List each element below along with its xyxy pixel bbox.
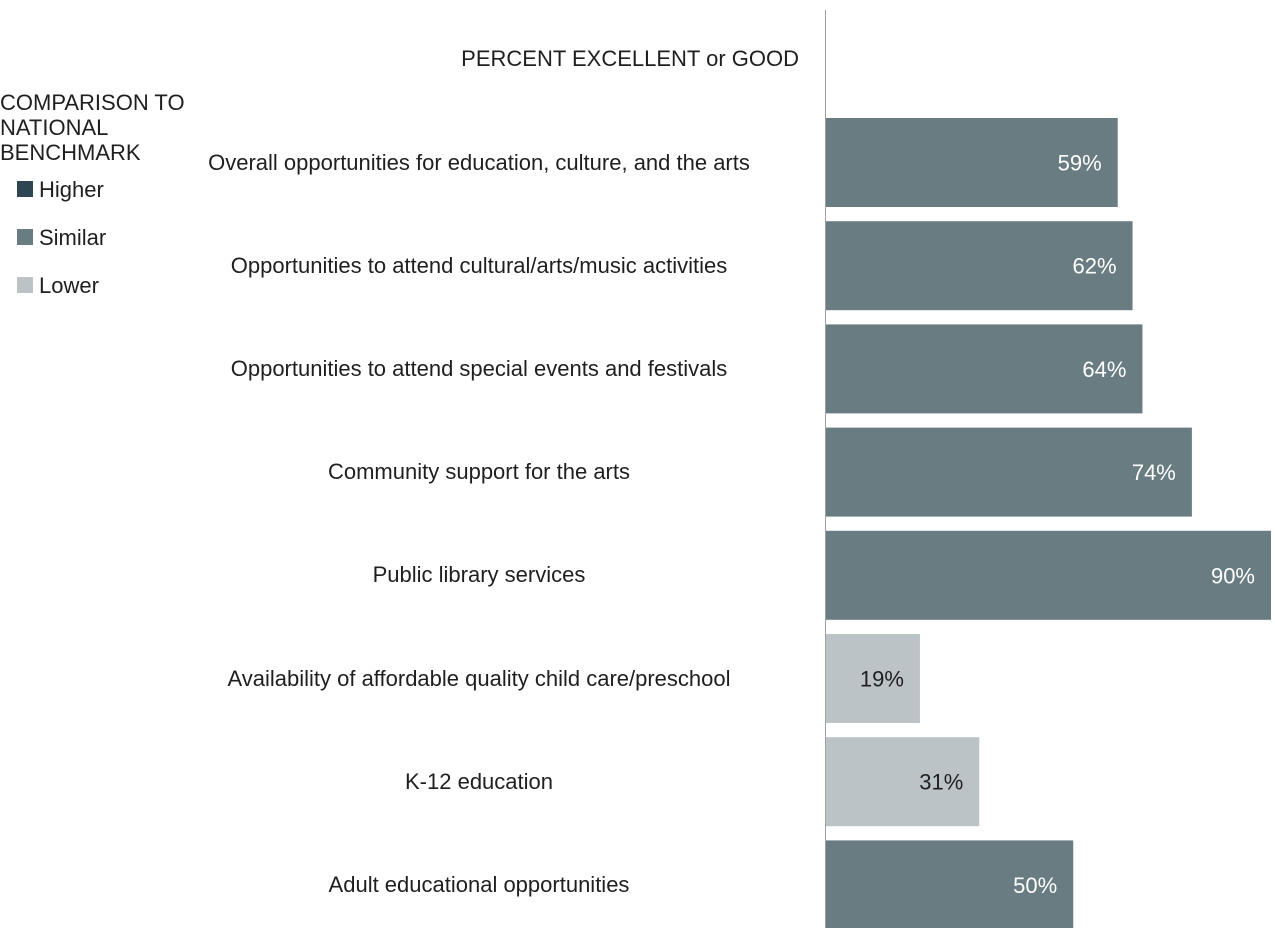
bar-value-label-2: 62% [1073, 254, 1117, 279]
legend-title: COMPARISON TO NATIONAL BENCHMARK [0, 90, 185, 165]
legend-label-similar: Similar [39, 224, 107, 250]
legend: COMPARISON TO NATIONAL BENCHMARK Higher … [0, 90, 190, 309]
bar-4 [826, 427, 1192, 517]
category-label-2: Opportunities to attend cultural/arts/mu… [230, 252, 728, 278]
category-label-7: K-12 education [405, 768, 553, 794]
legend-swatch-lower [17, 277, 33, 293]
bar-value-label-6: 19% [860, 667, 904, 692]
bar-value-label-4: 74% [1132, 460, 1176, 485]
bar-value-label-1: 59% [1058, 151, 1102, 176]
legend-item-lower: Lower [0, 261, 190, 309]
bar-value-label-7: 31% [919, 770, 963, 795]
category-axis-line [825, 10, 826, 928]
bar-3 [826, 324, 1143, 414]
category-label-8: Adult educational opportunities [328, 871, 630, 897]
category-label-4: Community support for the arts [327, 459, 630, 485]
category-label-3: Opportunities to attend special events a… [230, 355, 728, 381]
legend-label-higher: Higher [39, 176, 104, 202]
legend-swatch-higher [17, 181, 33, 197]
bar-1 [826, 118, 1118, 207]
chart-title: PERCENT EXCELLENT or GOOD [461, 46, 799, 71]
category-label-1: Overall opportunities for education, cul… [208, 149, 750, 175]
bar-value-label-3: 64% [1082, 357, 1126, 382]
legend-item-higher: Higher [0, 165, 190, 213]
legend-swatch-similar [17, 229, 33, 245]
bar-5 [826, 530, 1271, 620]
category-label-5: Public library services [372, 562, 586, 588]
bar-2 [826, 221, 1133, 311]
bar-6 [826, 634, 920, 723]
legend-label-lower: Lower [39, 272, 99, 298]
bar-8 [826, 840, 1074, 928]
category-label-6: Availability of affordable quality child… [227, 665, 731, 691]
bar-7 [826, 737, 980, 827]
bar-value-label-5: 90% [1211, 563, 1255, 588]
legend-item-similar: Similar [0, 213, 190, 261]
bar-value-label-8: 50% [1013, 873, 1057, 898]
